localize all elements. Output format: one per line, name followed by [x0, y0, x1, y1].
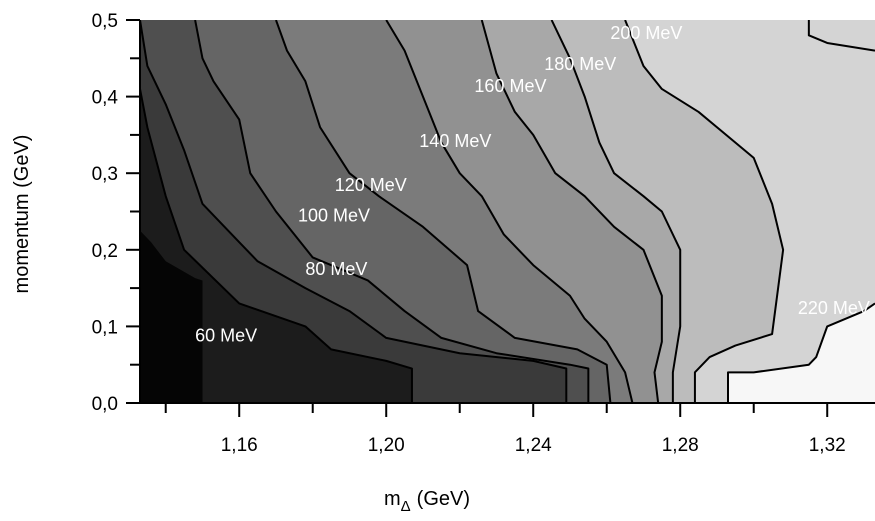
contour-line-220	[727, 302, 875, 403]
contour-lines	[140, 20, 875, 403]
contour-line-60	[140, 88, 413, 403]
y-tick-label: 0,5	[92, 11, 118, 32]
x-tick-label: 1,16	[221, 435, 258, 456]
x-axis-title-main: m	[384, 488, 401, 510]
y-tick-label: 0,4	[92, 88, 119, 109]
x-axis-title-unit: (GeV)	[417, 488, 470, 510]
contour-line-160	[480, 20, 663, 403]
x-tick-label: 1,24	[515, 435, 552, 456]
y-tick-label: 0,3	[92, 164, 118, 185]
x-axis-title-subscript: Δ	[401, 498, 411, 515]
y-tick-label: 0,0	[92, 394, 118, 415]
contour-line-180	[550, 20, 682, 403]
contour-label-60: 60 MeV	[195, 326, 257, 346]
axes: 1,16 1,20 1,24 1,28 1,32 0,0 0,1 0,2 0,3 0,4 0,5	[92, 11, 875, 456]
contour-fills	[140, 20, 875, 403]
contour-line-140	[385, 20, 634, 403]
contour-line-100	[194, 20, 590, 403]
contour-label-200: 200 MeV	[610, 23, 682, 43]
y-tick-label: 0,2	[92, 241, 118, 262]
y-tick-label: 0,1	[92, 317, 118, 338]
contour-line-120	[275, 20, 612, 403]
contour-line-200	[624, 20, 785, 403]
x-tick-label: 1,20	[368, 435, 405, 456]
y-axis-title: momentum (GeV)	[11, 135, 33, 294]
contour-line-80	[140, 20, 568, 403]
contour-labels: 60 MeV 80 MeV 100 MeV 120 MeV 140 MeV 160 MeV…	[195, 23, 870, 346]
region-below-60	[140, 230, 203, 403]
x-tick-label: 1,32	[809, 435, 846, 456]
contour-line-above-220	[807, 20, 875, 52]
contour-label-180: 180 MeV	[544, 54, 616, 74]
contour-label-220: 220 MeV	[798, 298, 870, 318]
contour-label-80: 80 MeV	[305, 259, 367, 279]
x-axis-title: mΔ (GeV)	[384, 488, 470, 515]
contour-label-140: 140 MeV	[419, 131, 491, 151]
region-60	[140, 88, 412, 403]
contour-label-100: 100 MeV	[298, 205, 370, 225]
contour-label-160: 160 MeV	[474, 76, 546, 96]
x-tick-label: 1,28	[662, 435, 699, 456]
contour-label-120: 120 MeV	[335, 175, 407, 195]
